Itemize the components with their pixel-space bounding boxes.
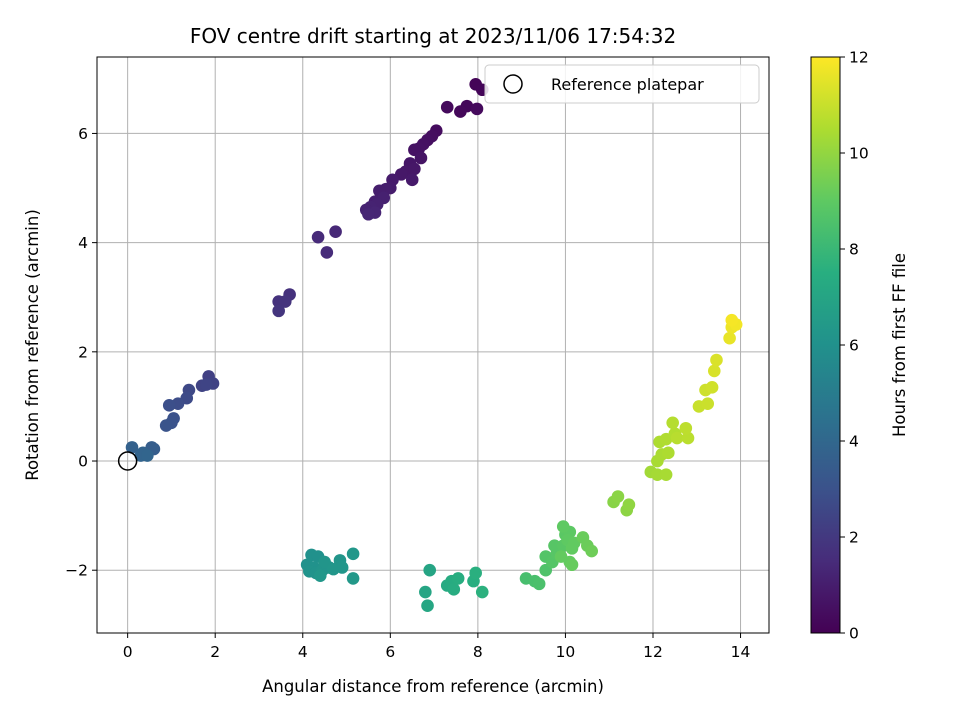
- data-point: [423, 563, 437, 577]
- data-point: [585, 544, 598, 558]
- colorbar: [810, 56, 841, 634]
- x-tick-label: 8: [473, 643, 483, 661]
- x-tick-label: 12: [643, 643, 663, 661]
- data-point: [440, 100, 454, 114]
- x-tick-label: 2: [210, 643, 220, 661]
- y-tick-label: 0: [78, 453, 88, 471]
- colorbar-ticks: 0 2 4 6 8 10 12: [840, 49, 869, 643]
- data-point: [670, 431, 684, 445]
- data-point: [346, 547, 360, 561]
- data-point: [707, 364, 721, 378]
- data-point: [725, 313, 739, 327]
- data-point: [666, 416, 679, 430]
- grid-lines: [97, 57, 769, 633]
- data-point: [475, 585, 489, 599]
- legend-box: [484, 64, 760, 104]
- y-tick-label: 6: [78, 125, 88, 143]
- x-tick-label: 6: [385, 643, 395, 661]
- data-point: [710, 353, 723, 367]
- data-point: [272, 304, 285, 318]
- x-tick-label: 10: [556, 643, 576, 661]
- data-point: [469, 566, 482, 580]
- y-tick-label: −2: [65, 562, 88, 580]
- y-tick-label: 4: [78, 234, 88, 252]
- data-point: [470, 102, 484, 116]
- data-point: [659, 468, 673, 481]
- colorbar-tick-label: 10: [849, 145, 869, 163]
- data-point: [447, 583, 461, 596]
- colorbar-tick-label: 4: [849, 433, 859, 451]
- data-point: [622, 498, 636, 511]
- data-point: [421, 599, 434, 613]
- data-point: [681, 431, 695, 445]
- data-point: [611, 490, 625, 503]
- data-point: [200, 378, 213, 391]
- data-point: [548, 539, 561, 552]
- data-point: [141, 449, 154, 462]
- data-point: [162, 399, 176, 412]
- data-point: [414, 151, 428, 165]
- data-point: [701, 397, 715, 410]
- colorbar-tick-label: 8: [849, 241, 859, 259]
- data-point: [362, 207, 375, 221]
- data-point: [311, 230, 325, 244]
- data-point: [408, 162, 421, 176]
- y-axis-label: Rotation from reference (arcmin): [23, 209, 42, 481]
- data-point: [705, 381, 719, 394]
- colorbar-tick-label: 0: [849, 625, 859, 643]
- data-point: [335, 561, 349, 574]
- data-point: [125, 441, 139, 454]
- data-point: [662, 446, 675, 460]
- plot-frame: [96, 56, 770, 634]
- data-point: [329, 225, 342, 239]
- data-point: [532, 577, 546, 591]
- data-points: [125, 77, 743, 613]
- colorbar-tick-label: 2: [849, 529, 859, 547]
- y-tick-label: 2: [78, 343, 88, 361]
- x-tick-label: 4: [298, 643, 308, 661]
- legend: Reference platepar: [484, 64, 760, 104]
- data-point: [313, 569, 327, 582]
- x-tick-label: 14: [731, 643, 751, 661]
- legend-marker-hollow-circle: [503, 74, 523, 94]
- data-point: [679, 421, 693, 435]
- colorbar-label: Hours from first FF file: [890, 253, 909, 437]
- axis-ticks: 0 2 4 6 8 10 12 14 −2 0 2 4 6: [65, 125, 750, 661]
- data-point: [278, 295, 292, 308]
- colorbar-tick-label: 6: [849, 337, 859, 355]
- data-point: [565, 558, 579, 572]
- data-point: [419, 585, 432, 599]
- x-axis-label: Angular distance from reference (arcmin): [262, 677, 604, 696]
- data-point: [451, 572, 465, 585]
- data-point: [159, 419, 173, 432]
- data-point: [651, 468, 664, 481]
- data-point: [454, 105, 467, 118]
- data-point: [723, 331, 736, 345]
- data-point: [556, 520, 570, 533]
- colorbar-tick-label: 12: [849, 49, 869, 67]
- data-point: [320, 246, 334, 259]
- x-tick-label: 0: [123, 643, 133, 661]
- reference-marker: [117, 451, 138, 471]
- data-point: [346, 572, 360, 585]
- chart-title: FOV centre drift starting at 2023/11/06 …: [190, 24, 676, 48]
- data-point: [318, 555, 331, 569]
- legend-label: Reference platepar: [551, 75, 704, 94]
- data-point: [405, 173, 419, 187]
